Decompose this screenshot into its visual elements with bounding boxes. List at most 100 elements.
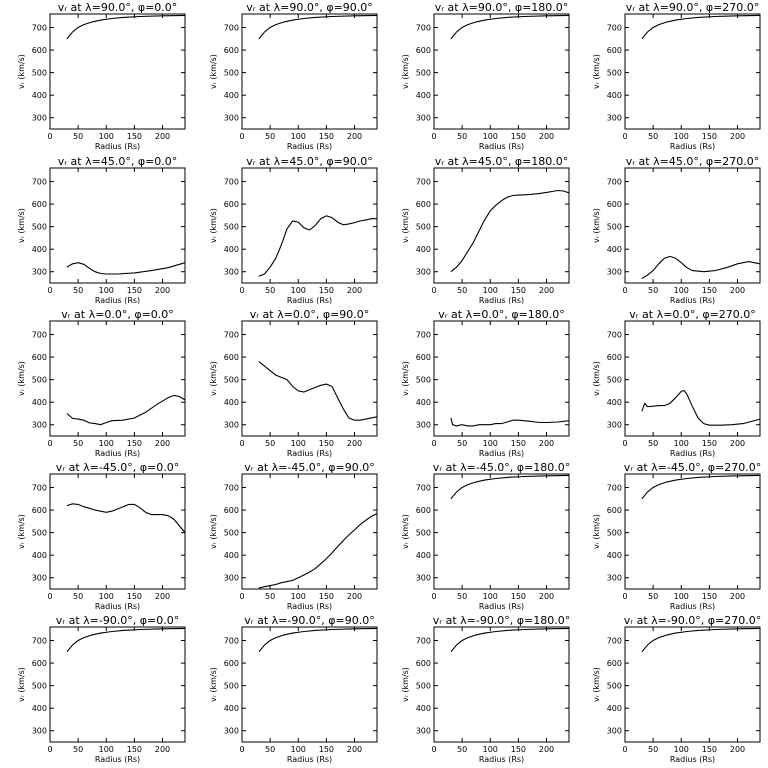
chart-panel: vᵣ at λ=-45.0°, φ=0.0° 0 50 100 150 200 300 400…	[17, 461, 186, 611]
chart-title: vᵣ at λ=90.0°, φ=90.0°	[246, 1, 373, 14]
x-tick-label: 0	[622, 286, 627, 295]
chart-title: vᵣ at λ=90.0°, φ=180.0°	[435, 1, 569, 14]
x-tick-label: 200	[347, 132, 362, 141]
plot-frame	[624, 473, 761, 590]
chart-panel: vᵣ at λ=-90.0°, φ=180.0° 0 50 100 150 200 300 4…	[401, 614, 570, 764]
x-tick-label: 150	[702, 286, 717, 295]
x-tick-label: 150	[511, 745, 526, 754]
chart-title: vᵣ at λ=45.0°, φ=270.0°	[626, 155, 760, 168]
y-tick-label: 700	[607, 24, 622, 33]
x-tick-label: 150	[319, 439, 334, 448]
x-tick-label: 200	[347, 745, 362, 754]
y-tick-label: 700	[32, 178, 47, 187]
x-tick-label: 100	[674, 439, 689, 448]
x-tick-label: 200	[155, 132, 170, 141]
chart-panel: vᵣ at λ=-45.0°, φ=90.0° 0 50 100 150 200 300 40…	[209, 461, 378, 611]
x-tick-label: 0	[431, 132, 436, 141]
y-tick-label: 400	[607, 91, 622, 100]
x-tick-label: 150	[702, 439, 717, 448]
x-tick-label: 200	[347, 286, 362, 295]
x-tick-label: 0	[47, 132, 52, 141]
x-axis-label: Radius (Rs)	[670, 755, 715, 764]
chart-title: vᵣ at λ=-90.0°, φ=0.0°	[56, 614, 180, 627]
series-line	[641, 389, 761, 426]
y-tick-label: 400	[224, 91, 239, 100]
y-tick-label: 600	[416, 46, 431, 55]
x-tick-label: 200	[730, 286, 745, 295]
x-tick-label: 100	[291, 745, 306, 754]
y-tick-label: 400	[416, 398, 431, 407]
chart-title: vᵣ at λ=0.0°, φ=270.0°	[629, 308, 756, 321]
series-line	[450, 474, 570, 500]
y-axis-label: vᵣ (km/s)	[401, 361, 410, 396]
y-tick-label: 500	[224, 529, 239, 538]
y-tick-label: 300	[224, 268, 239, 277]
x-tick-label: 200	[730, 439, 745, 448]
x-tick-label: 0	[239, 745, 244, 754]
y-tick-label: 600	[416, 353, 431, 362]
chart-title: vᵣ at λ=0.0°, φ=90.0°	[250, 308, 370, 321]
x-tick-label: 50	[648, 132, 658, 141]
x-tick-label: 200	[155, 745, 170, 754]
y-tick-label: 300	[224, 114, 239, 123]
x-tick-label: 0	[431, 745, 436, 754]
x-tick-label: 200	[730, 132, 745, 141]
y-tick-label: 300	[416, 574, 431, 583]
y-tick-label: 700	[32, 484, 47, 493]
y-tick-label: 500	[416, 529, 431, 538]
x-axis-label: Radius (Rs)	[95, 142, 140, 151]
chart-title: vᵣ at λ=0.0°, φ=0.0°	[61, 308, 174, 321]
x-tick-label: 50	[648, 439, 658, 448]
plot-frame	[49, 473, 186, 590]
chart-panel: vᵣ at λ=-45.0°, φ=270.0° 0 50 100 150 200 300 4…	[592, 461, 761, 611]
x-tick-label: 100	[291, 286, 306, 295]
y-axis-label: vᵣ (km/s)	[17, 361, 26, 396]
y-tick-label: 500	[32, 376, 47, 385]
x-tick-label: 100	[483, 745, 498, 754]
chart-panel: vᵣ at λ=45.0°, φ=0.0° 0 50 100 150 200 300 400 5…	[17, 155, 186, 305]
y-axis-label: vᵣ (km/s)	[401, 208, 410, 243]
y-tick-label: 300	[224, 421, 239, 430]
x-tick-label: 100	[291, 132, 306, 141]
y-tick-label: 500	[607, 376, 622, 385]
x-tick-label: 0	[239, 439, 244, 448]
x-tick-label: 0	[622, 439, 627, 448]
y-tick-label: 300	[416, 114, 431, 123]
x-axis-label: Radius (Rs)	[479, 755, 524, 764]
x-tick-label: 50	[457, 439, 467, 448]
x-axis-label: Radius (Rs)	[479, 142, 524, 151]
y-axis-label: vᵣ (km/s)	[209, 54, 218, 89]
chart-title: vᵣ at λ=-45.0°, φ=0.0°	[56, 461, 180, 474]
y-axis-label: vᵣ (km/s)	[209, 514, 218, 549]
y-tick-label: 400	[32, 551, 47, 560]
y-tick-label: 300	[32, 421, 47, 430]
plot-frame	[433, 167, 570, 284]
y-tick-label: 300	[607, 268, 622, 277]
x-tick-label: 0	[47, 439, 52, 448]
chart-title: vᵣ at λ=45.0°, φ=90.0°	[246, 155, 373, 168]
y-tick-label: 700	[224, 637, 239, 646]
x-axis-label: Radius (Rs)	[670, 602, 715, 611]
y-tick-label: 500	[32, 529, 47, 538]
chart-title: vᵣ at λ=-90.0°, φ=90.0°	[244, 614, 375, 627]
x-tick-label: 100	[674, 132, 689, 141]
y-tick-label: 400	[32, 91, 47, 100]
y-tick-label: 600	[607, 353, 622, 362]
x-tick-label: 50	[265, 286, 275, 295]
x-tick-label: 150	[511, 439, 526, 448]
chart-panel: vᵣ at λ=90.0°, φ=180.0° 0 50 100 150 200 300 40…	[401, 1, 570, 151]
y-tick-label: 700	[32, 24, 47, 33]
y-tick-label: 700	[416, 178, 431, 187]
chart-panel: vᵣ at λ=-45.0°, φ=180.0° 0 50 100 150 200 300 4…	[401, 461, 570, 611]
y-axis-label: vᵣ (km/s)	[17, 667, 26, 702]
x-tick-label: 150	[319, 132, 334, 141]
y-tick-label: 700	[416, 331, 431, 340]
series-line	[258, 627, 378, 653]
y-tick-label: 400	[416, 245, 431, 254]
y-axis-label: vᵣ (km/s)	[401, 667, 410, 702]
chart-panel: vᵣ at λ=0.0°, φ=270.0° 0 50 100 150 200 300 400…	[592, 308, 761, 458]
y-tick-label: 500	[416, 682, 431, 691]
y-tick-label: 300	[416, 727, 431, 736]
x-tick-label: 0	[47, 286, 52, 295]
y-axis-label: vᵣ (km/s)	[592, 514, 601, 549]
